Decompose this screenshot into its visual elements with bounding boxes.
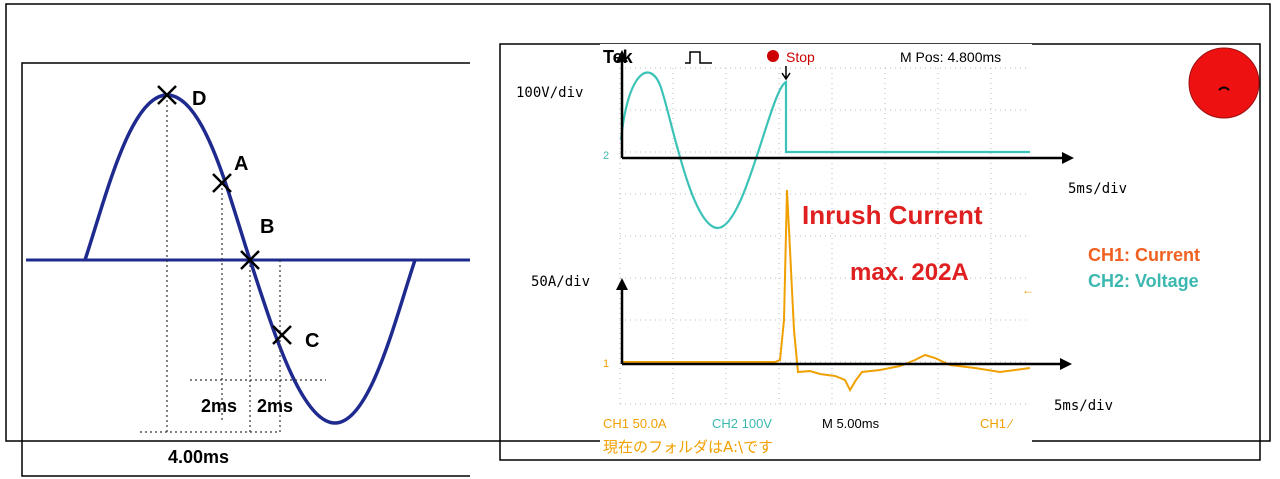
current-trace [621, 189, 1031, 393]
time-div-lower: 5ms/div [1054, 398, 1113, 414]
scope-run-state: Stop [786, 49, 815, 65]
legend-ch2: CH2: Voltage [1088, 271, 1199, 291]
trigger-level-marker-icon: ← [1022, 283, 1034, 297]
folder-status: 現在のフォルダはA:\です [603, 438, 773, 456]
red-circle-icon [1188, 47, 1260, 119]
marker-a [212, 173, 232, 193]
scope-brand: Tek [603, 47, 634, 67]
status-timebase: M 5.00ms [822, 416, 880, 431]
ch2-y-axis-arrow-icon [616, 50, 628, 62]
inrush-max: max. 202A [850, 259, 969, 286]
label-a: A [234, 153, 248, 175]
trigger-pulse-icon [685, 51, 712, 64]
voltage-trace [619, 71, 1030, 230]
label-d: D [192, 88, 206, 110]
ch2-scale-label: 100V/div [516, 85, 583, 101]
label-c: C [305, 330, 319, 352]
label-b: B [260, 216, 274, 238]
marker-c [272, 325, 292, 345]
ch1-x-axis-arrow-icon [1060, 358, 1072, 370]
ch1-ground-marker: 1 [603, 358, 609, 370]
ch1-scale-label: 50A/div [531, 274, 590, 290]
legend-ch1: CH1: Current [1088, 245, 1200, 265]
scope-m-pos: M Pos: 4.800ms [900, 49, 1001, 65]
dimension-2ms-left: 2ms [201, 396, 237, 416]
inrush-title: Inrush Current [802, 200, 983, 230]
status-trigger: CH1 ∕ [980, 416, 1014, 431]
ch1-y-axis-arrow-icon [616, 278, 628, 290]
left-panel-frame [21, 62, 470, 477]
status-ch2: CH2 100V [712, 416, 772, 431]
trigger-position-arrow-icon [781, 66, 791, 81]
dimension-2ms-right: 2ms [257, 396, 293, 416]
ch2-ground-marker: 2 [603, 150, 609, 162]
sine-diagram: D A B C 2ms 2ms 4.00ms [26, 85, 470, 467]
overlay-axes [616, 50, 1074, 370]
marker-b [240, 250, 260, 270]
dimension-4ms: 4.00ms [168, 447, 229, 467]
marker-d [157, 85, 177, 105]
scope-background [600, 44, 1032, 459]
oscilloscope-screen: Tek Stop M Pos: 4.800ms 2 1 ← CH1 50.0A … [600, 44, 1034, 459]
status-ch1: CH1 50.0A [603, 416, 667, 431]
stop-indicator-icon [767, 50, 779, 62]
ch2-x-axis-arrow-icon [1062, 152, 1074, 164]
time-div-upper: 5ms/div [1068, 181, 1127, 197]
